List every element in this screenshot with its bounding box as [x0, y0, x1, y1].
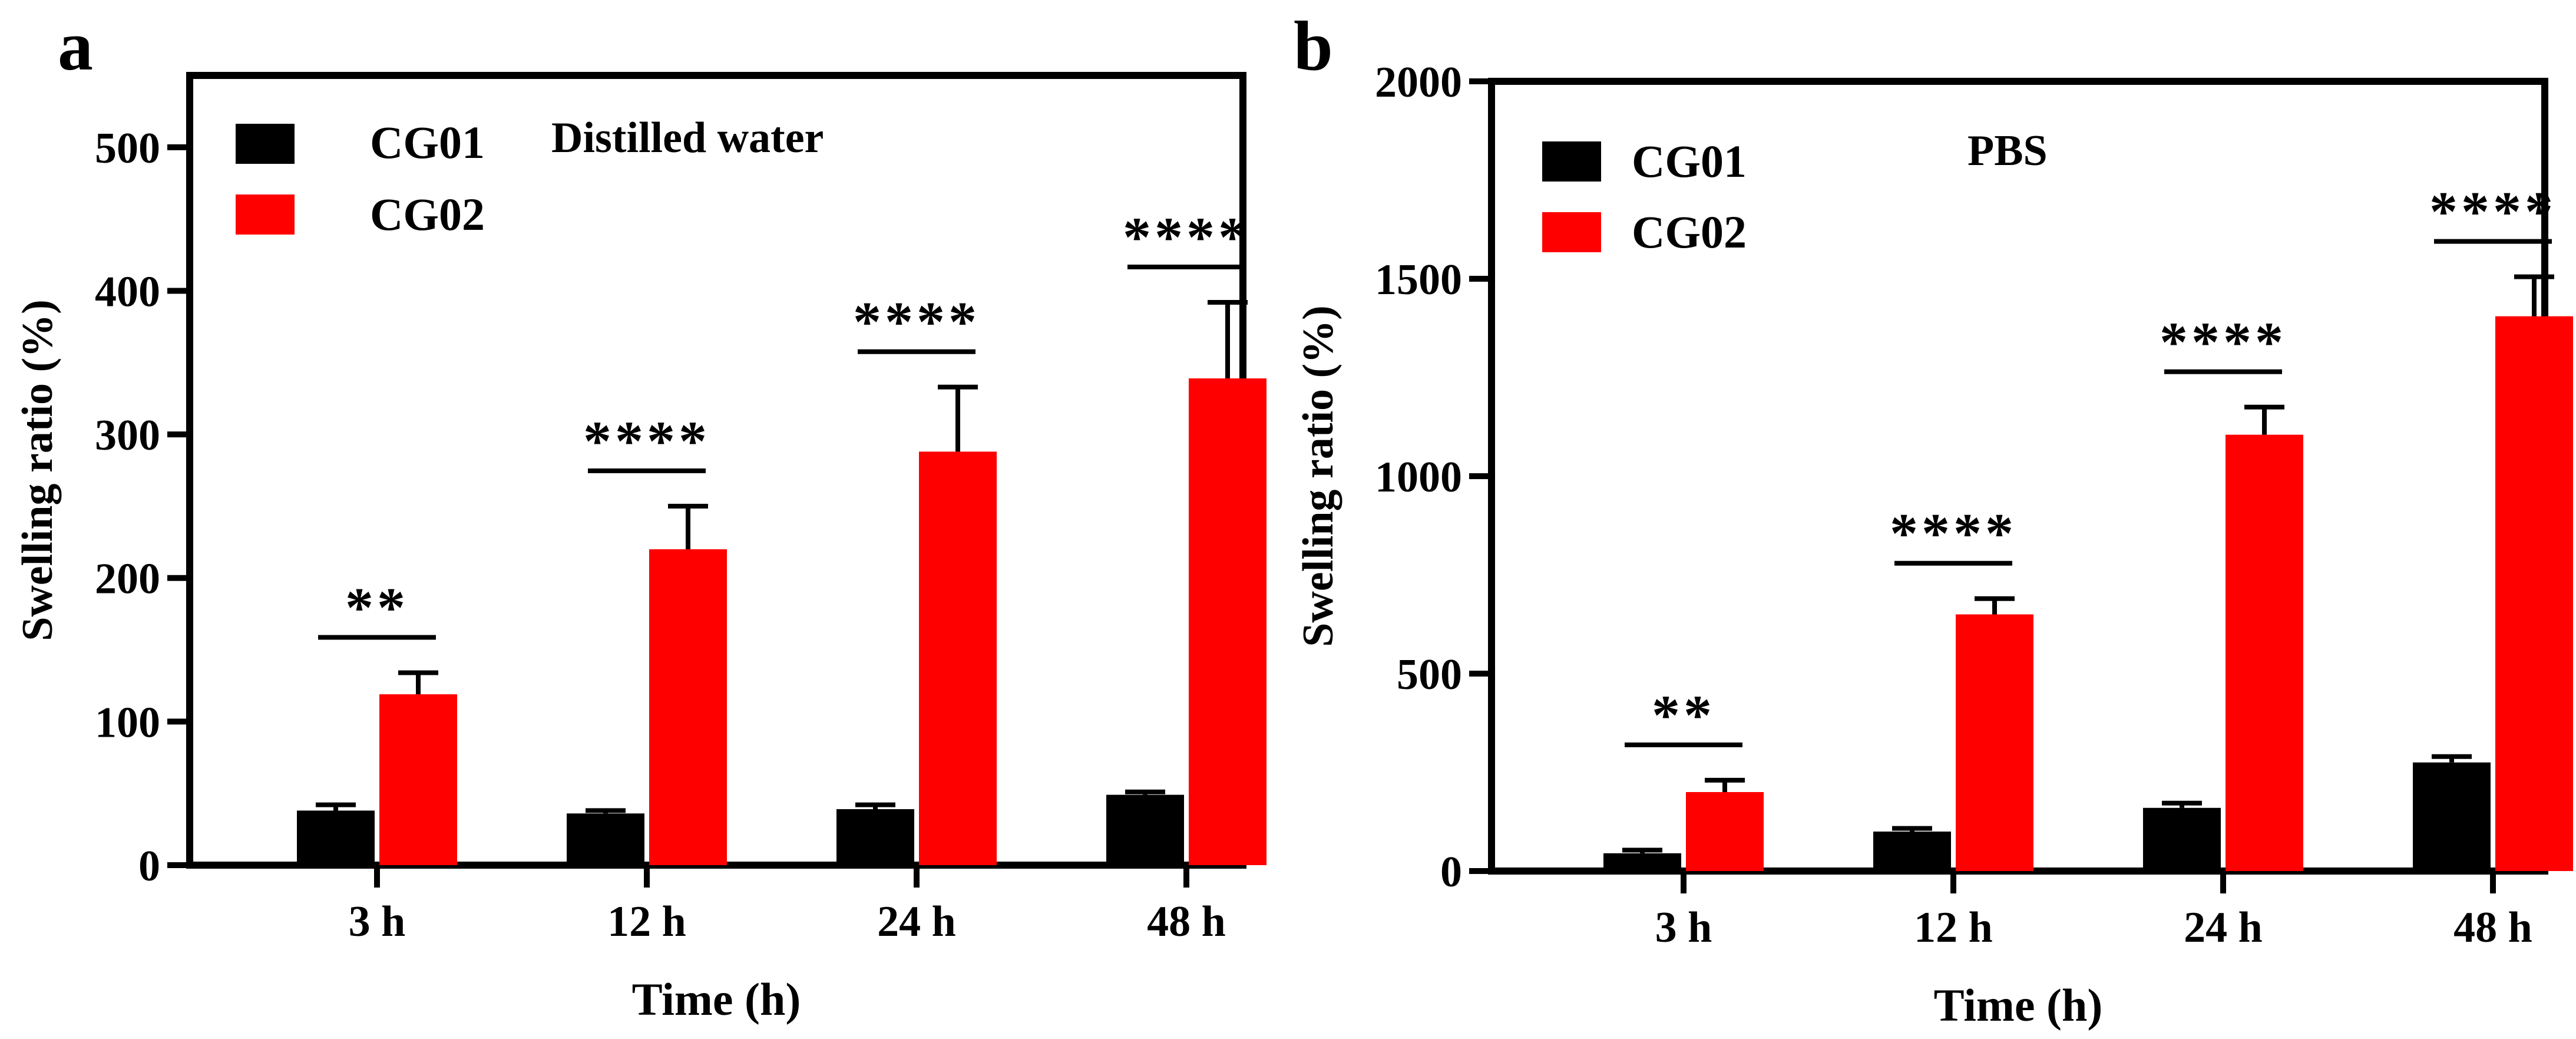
x-tick-label-b-2: 24 h [2184, 903, 2263, 952]
y-tick-label-b-3: 1500 [1375, 256, 1462, 304]
significance-label-b-1: **** [1890, 502, 2017, 565]
panel-b-label: b [1294, 6, 1333, 85]
bar-a-cg01-3 [1106, 794, 1184, 865]
significance-label-a-2: **** [853, 291, 980, 354]
panel-a: a Distilled water Time (h) Swelling rati… [14, 6, 1266, 1025]
bar-b-cg01-0 [1603, 853, 1681, 871]
legend-a-label-cg02: CG02 [370, 189, 485, 240]
y-tick-label-a-3: 300 [95, 411, 160, 460]
bar-a-cg02-1 [649, 549, 727, 865]
bar-b-cg01-2 [2143, 807, 2221, 871]
x-tick-label-b-1: 12 h [1914, 903, 1993, 952]
x-tick-label-b-0: 3 h [1655, 903, 1712, 952]
legend-b-label-cg01: CG01 [1632, 136, 1747, 187]
legend-a-swatch-cg01 [236, 124, 295, 164]
legend-b-swatch-cg02 [1542, 212, 1601, 252]
x-tick-label-a-1: 12 h [607, 898, 686, 946]
bar-b-cg02-1 [1956, 614, 2033, 871]
bar-a-cg01-2 [836, 809, 914, 865]
bar-a-cg02-2 [919, 451, 997, 865]
significance-label-b-2: **** [2160, 311, 2287, 374]
panel-b-title: PBS [1967, 127, 2048, 175]
panel-a-title: Distilled water [551, 114, 824, 162]
bar-a-cg02-3 [1189, 378, 1266, 865]
y-tick-label-b-0: 0 [1440, 848, 1462, 896]
significance-label-b-0: ** [1652, 684, 1715, 747]
x-tick-label-a-2: 24 h [877, 898, 956, 946]
x-tick-label-a-0: 3 h [349, 898, 406, 946]
bar-b-cg01-1 [1873, 832, 1951, 871]
x-tick-label-a-3: 48 h [1147, 898, 1226, 946]
bar-a-cg01-1 [567, 813, 644, 865]
y-tick-label-b-1: 500 [1397, 651, 1462, 699]
y-tick-label-b-2: 1000 [1375, 453, 1462, 502]
x-tick-label-b-3: 48 h [2453, 903, 2532, 952]
significance-label-a-1: **** [583, 410, 710, 473]
bar-b-cg02-0 [1686, 792, 1764, 871]
panel-b: b PBS Time (h) Swelling ratio (%) CG01 C… [1294, 6, 2573, 1031]
bar-a-cg01-0 [297, 810, 375, 865]
bar-a-cg02-0 [379, 694, 457, 865]
bar-b-cg01-3 [2413, 762, 2491, 871]
panel-b-y-axis-label: Swelling ratio (%) [1294, 305, 1342, 647]
y-tick-label-b-4: 2000 [1375, 58, 1462, 107]
panel-a-x-axis-label: Time (h) [632, 974, 801, 1025]
y-tick-label-a-0: 0 [138, 842, 160, 890]
bar-b-cg02-2 [2226, 434, 2303, 871]
y-tick-label-a-5: 500 [95, 124, 160, 173]
significance-label-b-3: **** [2429, 180, 2557, 243]
legend-b-label-cg02: CG02 [1632, 206, 1747, 258]
y-tick-label-a-2: 200 [95, 555, 160, 603]
significance-label-a-0: ** [345, 576, 409, 639]
legend-a-label-cg01: CG01 [370, 117, 485, 168]
y-tick-label-a-4: 400 [95, 268, 160, 316]
panel-a-y-axis-label: Swelling ratio (%) [14, 299, 62, 641]
panel-a-label: a [58, 6, 93, 85]
y-tick-label-a-1: 100 [95, 698, 160, 747]
legend-a-swatch-cg02 [236, 194, 295, 235]
panel-b-x-axis-label: Time (h) [1934, 979, 2103, 1031]
significance-label-a-3: **** [1123, 206, 1250, 269]
bar-b-cg02-3 [2495, 316, 2573, 871]
legend-b-swatch-cg01 [1542, 141, 1601, 182]
